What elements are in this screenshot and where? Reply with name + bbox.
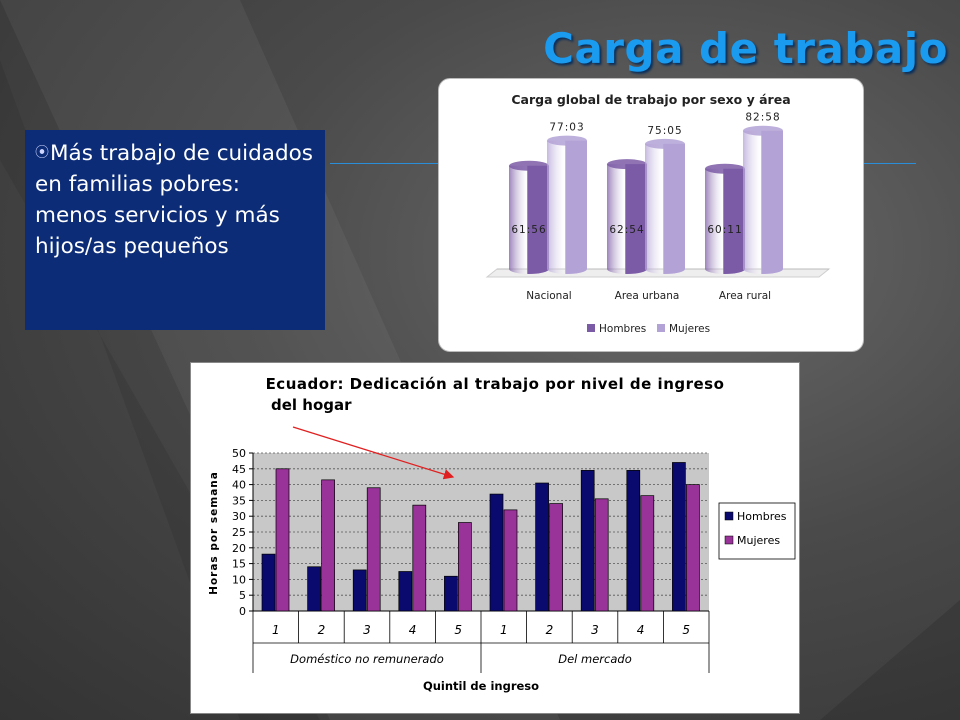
chart2-bar-hombres	[672, 462, 686, 612]
chart1-legend-label: Mujeres	[669, 323, 710, 335]
chart2-category-label: 1	[272, 623, 280, 637]
chart2-bar-hombres	[489, 493, 504, 612]
chart1-bar-top	[645, 138, 685, 149]
chart-carga-global: Carga global de trabajo por sexo y área 6…	[438, 78, 864, 352]
bullet-box: ⦿Más trabajo de cuidados en familias pob…	[25, 130, 325, 330]
chart2-category-label: 2	[546, 623, 554, 637]
chart2-ytick-label: 15	[232, 558, 246, 571]
chart2-bar-hombres	[398, 571, 413, 612]
chart1-svg: Carga global de trabajo por sexo y área 6…	[485, 92, 831, 335]
chart2-legend-label: Mujeres	[737, 534, 780, 547]
chart1-bar-top	[547, 135, 587, 146]
bullet-paragraph: ⦿Más trabajo de cuidados en familias pob…	[35, 138, 315, 262]
chart2-bar-hombres	[352, 569, 367, 612]
chart1-category-label: Nacional	[526, 290, 571, 302]
bullet-text: Más trabajo de cuidados en familias pobr…	[35, 141, 313, 259]
chart2-bar-hombres	[261, 553, 276, 612]
chart1-bar-mujeres	[743, 130, 783, 274]
chart2-bar-mujeres	[458, 522, 472, 612]
chart2-legend-label: Hombres	[737, 510, 787, 523]
chart2-red-arrow	[292, 426, 455, 480]
chart2-svg: Ecuador: Dedicación al trabajo por nivel…	[208, 375, 796, 693]
chart1-bar-top	[743, 125, 783, 136]
chart1-legend-swatch	[587, 324, 595, 332]
chart1-data-label: 75:05	[647, 125, 682, 137]
chart2-bar-mujeres	[594, 498, 609, 612]
chart2-title-line2: del hogar	[271, 396, 352, 414]
chart2-xlabel: Quintil de ingreso	[423, 679, 539, 693]
chart2-category-label: 5	[454, 623, 462, 637]
chart1-bar-top	[705, 163, 745, 174]
chart2-ytick-label: 25	[232, 526, 246, 539]
chart2-group-label: Doméstico no remunerado	[290, 652, 444, 666]
chart1-legend-label: Hombres	[599, 323, 646, 335]
chart1-bar-mujeres	[645, 143, 685, 274]
chart1-category-label: Area rural	[719, 290, 771, 302]
chart2-title-line1: Ecuador: Dedicación al trabajo por nivel…	[266, 375, 725, 393]
circle-arrow-bullet-icon: ⦿	[35, 145, 49, 161]
chart2-ytick-label: 45	[232, 463, 246, 476]
chart1-bar-top	[509, 160, 549, 171]
chart2-category-label: 3	[591, 623, 599, 637]
chart2-bar-mujeres	[503, 509, 518, 612]
chart2-category-label: 4	[637, 623, 645, 637]
chart2-category-label: 3	[363, 623, 371, 637]
chart1-data-label: 61:56	[511, 224, 546, 236]
chart2-ytick-label: 0	[239, 605, 246, 618]
chart2-ylabel: Horas por semana	[208, 471, 220, 595]
chart2-ytick-label: 10	[232, 573, 246, 586]
chart2-ytick-label: 30	[232, 510, 246, 523]
chart-dedicacion-ingreso: Ecuador: Dedicación al trabajo por nivel…	[190, 362, 800, 714]
chart2-bar-hombres	[535, 482, 549, 612]
chart1-bar-hombres	[509, 165, 549, 274]
chart2-bar-mujeres	[366, 487, 381, 612]
chart2-legend-swatch	[724, 535, 734, 545]
chart2-category-label: 5	[682, 623, 690, 637]
chart1-bar-hombres	[607, 164, 647, 274]
chart1-data-label: 77:03	[549, 122, 584, 134]
chart2-category-label: 1	[500, 623, 508, 637]
chart1-data-label: 82:58	[745, 112, 780, 124]
chart1-bar-mujeres	[547, 140, 587, 274]
chart2-bar-mujeres	[686, 484, 700, 612]
chart2-ytick-label: 35	[232, 494, 246, 507]
chart2-bar-hombres	[444, 575, 458, 612]
chart2-category-label: 2	[318, 623, 326, 637]
chart2-ytick-label: 50	[232, 447, 246, 460]
slide-title: Carga de trabajo	[543, 24, 948, 73]
chart2-ytick-label: 20	[232, 542, 246, 555]
chart2-bar-hombres	[307, 566, 321, 612]
chart2-bar-mujeres	[275, 468, 290, 612]
chart2-bar-mujeres	[549, 503, 563, 612]
chart2-bar-mujeres	[321, 479, 335, 612]
chart2-group-label: Del mercado	[558, 652, 632, 666]
chart2-category-label: 4	[409, 623, 417, 637]
chart1-category-label: Area urbana	[615, 290, 680, 302]
chart2-bar-mujeres	[412, 504, 427, 612]
chart1-data-label: 60:11	[707, 224, 742, 236]
chart2-ytick-label: 40	[232, 479, 246, 492]
chart2-bar-hombres	[580, 470, 595, 612]
chart2-bar-hombres	[626, 470, 641, 612]
chart1-legend-swatch	[657, 324, 665, 332]
chart1-title: Carga global de trabajo por sexo y área	[511, 92, 790, 107]
chart1-bar-top	[607, 159, 647, 170]
chart1-bar-hombres	[705, 168, 745, 274]
chart1-data-label: 62:54	[609, 224, 644, 236]
chart2-legend-swatch	[724, 511, 734, 521]
chart2-bar-mujeres	[640, 495, 655, 612]
chart2-ytick-label: 5	[239, 589, 246, 602]
